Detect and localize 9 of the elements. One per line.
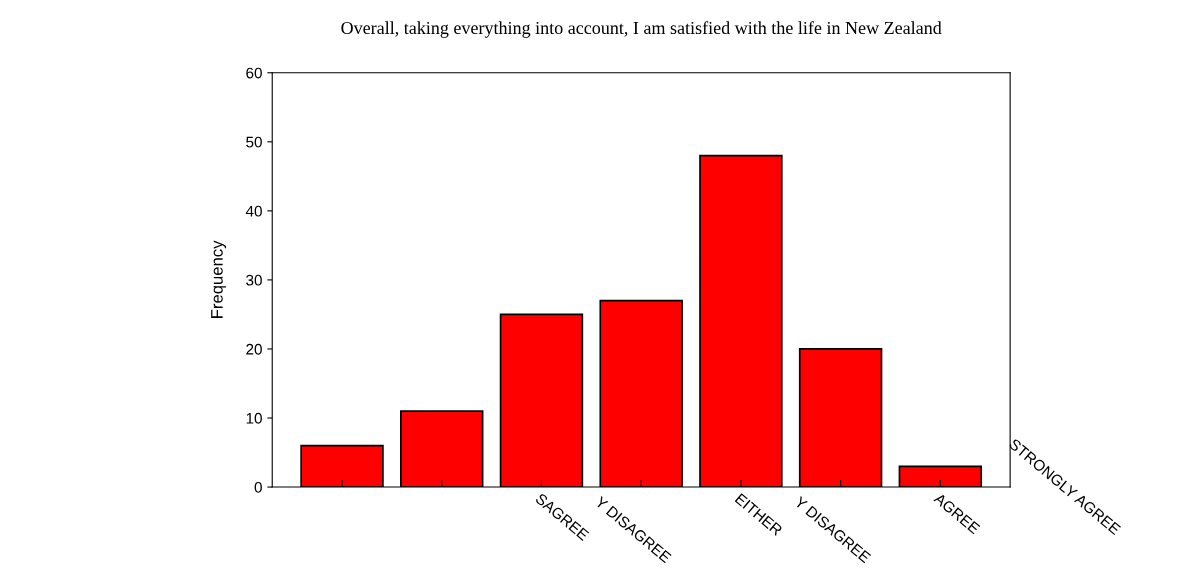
y-tick-label: 0 (254, 481, 262, 493)
y-tick-label: 60 (246, 67, 262, 79)
chart-title: Overall, taking everything into account, I am satisfied with the life in New Zealand (341, 21, 942, 38)
y-tick-label: 30 (246, 274, 262, 286)
y-axis-title: Frequency (211, 240, 227, 318)
y-tick-label: 50 (246, 136, 262, 148)
y-tick-label: 40 (245, 205, 262, 217)
y-tick-label: 20 (246, 343, 262, 355)
y-tick-label: 10 (246, 412, 262, 424)
